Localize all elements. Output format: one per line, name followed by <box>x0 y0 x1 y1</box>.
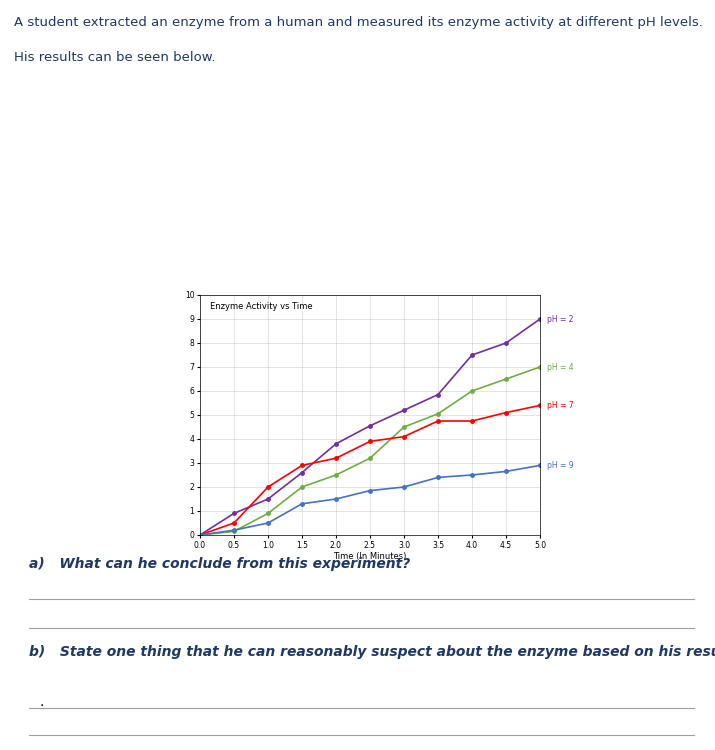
pH = 2 <box>400 406 408 415</box>
Text: pH = 7: pH = 7 <box>547 401 573 410</box>
pH = 7 <box>196 530 204 539</box>
pH = 4 <box>365 454 374 463</box>
Text: b)   State one thing that he can reasonably suspect about the enzyme based on hi: b) State one thing that he can reasonabl… <box>29 645 715 659</box>
pH = 2 <box>365 422 374 430</box>
X-axis label: Time (In Minutes): Time (In Minutes) <box>333 552 407 561</box>
pH = 9 <box>468 470 476 479</box>
pH = 4 <box>230 527 238 536</box>
pH = 4 <box>502 374 511 383</box>
Text: pH = 9: pH = 9 <box>547 461 573 470</box>
Line: pH = 7: pH = 7 <box>198 404 542 537</box>
pH = 9 <box>365 486 374 495</box>
Line: pH = 2: pH = 2 <box>198 317 542 537</box>
pH = 4 <box>196 530 204 539</box>
Text: pH = 4: pH = 4 <box>547 362 573 371</box>
Text: A student extracted an enzyme from a human and measured its enzyme activity at d: A student extracted an enzyme from a hum… <box>14 16 703 29</box>
pH = 4 <box>536 362 544 371</box>
pH = 7 <box>332 454 340 463</box>
pH = 4 <box>297 482 306 491</box>
pH = 7 <box>536 401 544 410</box>
pH = 7 <box>297 461 306 470</box>
pH = 9 <box>297 500 306 508</box>
pH = 2 <box>536 314 544 323</box>
pH = 7 <box>400 432 408 441</box>
pH = 4 <box>468 386 476 395</box>
Text: .: . <box>39 695 44 709</box>
pH = 9 <box>264 518 272 527</box>
pH = 9 <box>502 467 511 476</box>
pH = 7 <box>264 482 272 491</box>
pH = 9 <box>434 473 443 482</box>
Text: His results can be seen below.: His results can be seen below. <box>14 50 216 64</box>
Text: pH = 2: pH = 2 <box>547 314 573 323</box>
pH = 7 <box>365 437 374 446</box>
pH = 9 <box>230 526 238 535</box>
pH = 9 <box>400 482 408 491</box>
pH = 2 <box>332 440 340 448</box>
pH = 2 <box>264 494 272 503</box>
pH = 7 <box>434 416 443 425</box>
pH = 2 <box>502 338 511 347</box>
Line: pH = 4: pH = 4 <box>198 365 542 537</box>
pH = 7 <box>230 518 238 527</box>
pH = 4 <box>400 422 408 431</box>
pH = 4 <box>332 470 340 479</box>
Text: a)   What can he conclude from this experiment?: a) What can he conclude from this experi… <box>29 556 410 571</box>
pH = 4 <box>434 410 443 419</box>
pH = 2 <box>468 350 476 359</box>
pH = 2 <box>434 390 443 399</box>
pH = 9 <box>196 530 204 539</box>
pH = 2 <box>297 468 306 477</box>
pH = 2 <box>196 530 204 539</box>
Text: Enzyme Activity vs Time: Enzyme Activity vs Time <box>210 302 313 311</box>
Line: pH = 9: pH = 9 <box>198 464 542 537</box>
pH = 4 <box>264 509 272 518</box>
pH = 9 <box>332 494 340 503</box>
pH = 7 <box>502 408 511 417</box>
pH = 9 <box>536 461 544 470</box>
pH = 7 <box>468 416 476 425</box>
pH = 2 <box>230 509 238 518</box>
